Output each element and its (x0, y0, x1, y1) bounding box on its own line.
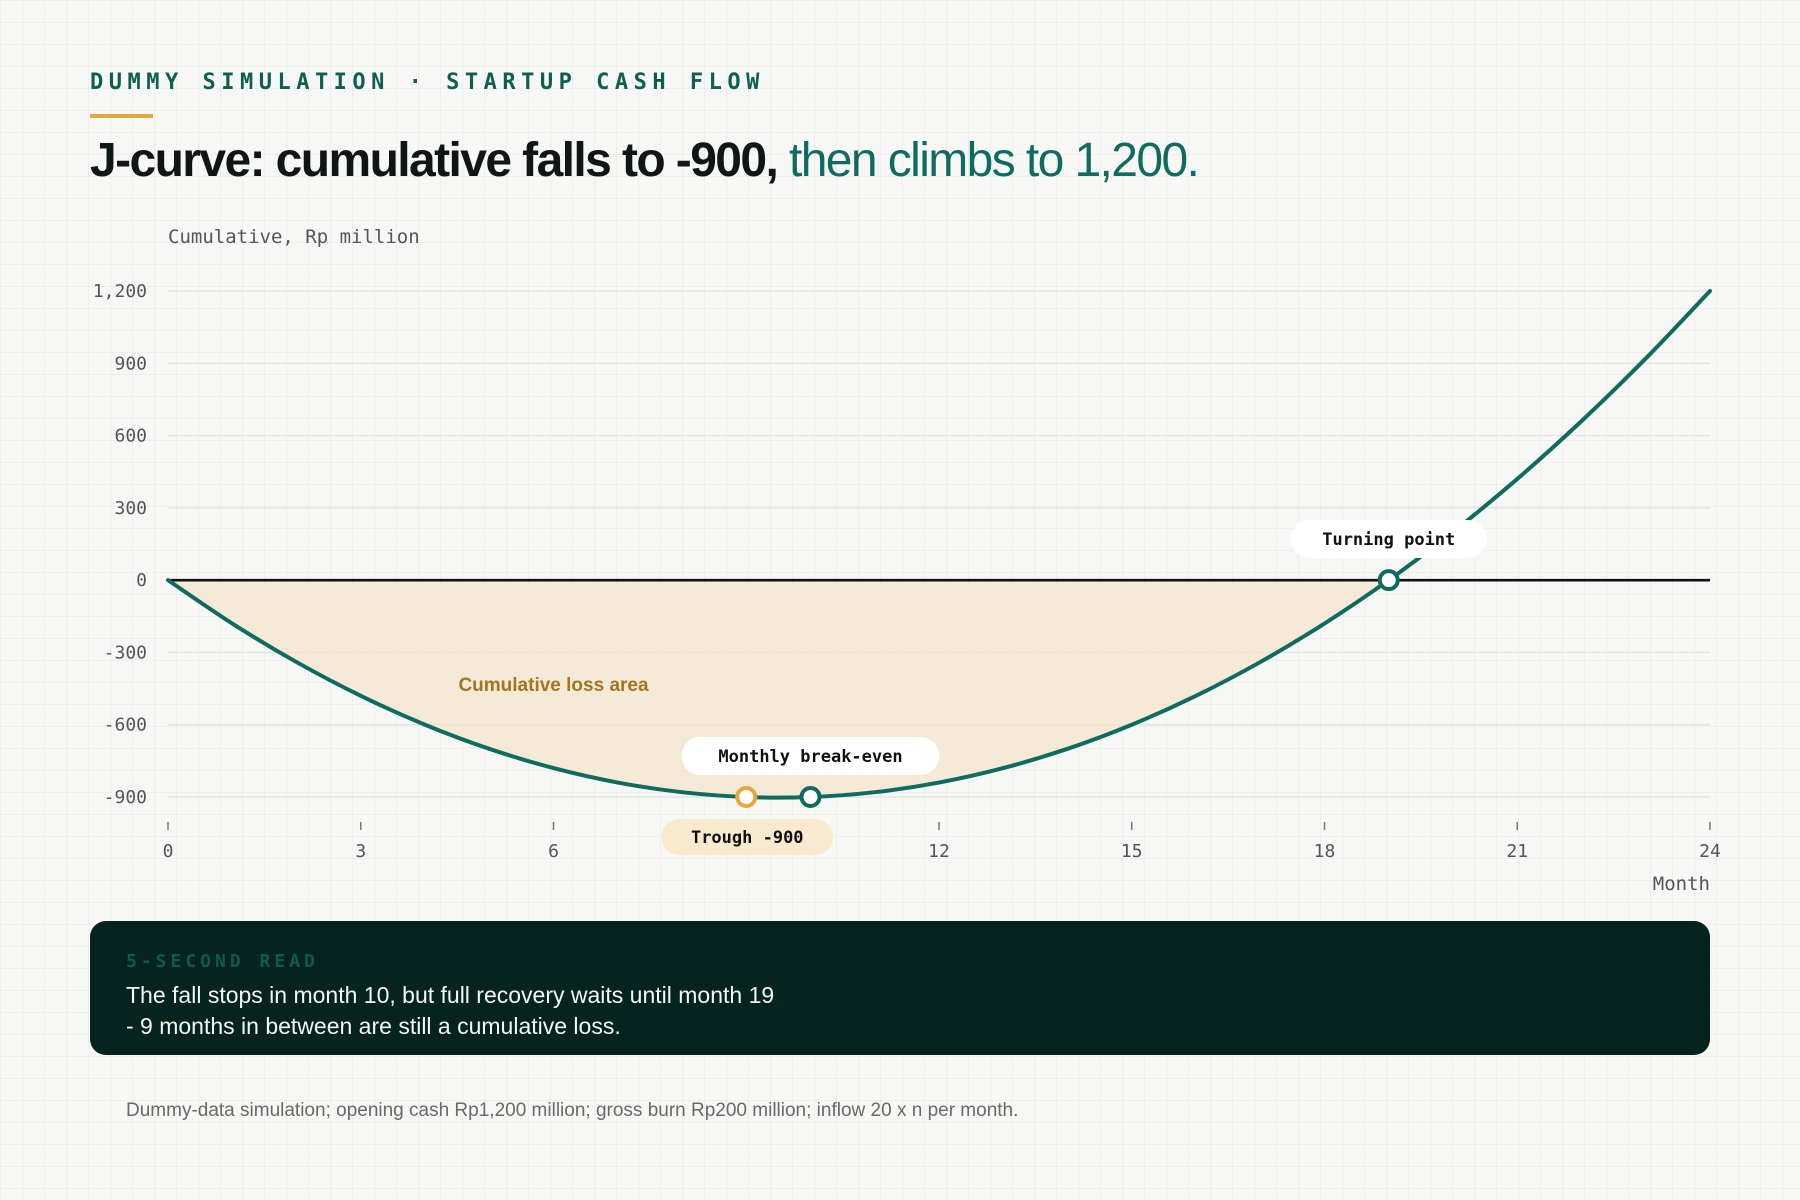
y-tick-label: 900 (114, 353, 147, 374)
turning-point-marker (1377, 569, 1400, 592)
callout-kicker: 5-SECOND READ (126, 951, 319, 972)
eyebrow-rule (90, 114, 153, 118)
break-even-label-text: Monthly break-even (718, 747, 902, 767)
turning-point-label-text: Turning point (1322, 530, 1455, 550)
x-tick-label: 0 (163, 841, 174, 862)
break-even-label-bg (681, 737, 940, 775)
trough-label-bg (661, 819, 834, 855)
j-curve-chart: 1,200 900 600 300 0 -300 -600 -900 0 3 6 12 15 18 21 24… (93, 226, 1721, 895)
x-axis-label: Month (1653, 873, 1710, 895)
eyebrow: DUMMY SIMULATION · STARTUP CASH FLOW (90, 70, 765, 95)
y-tick-label: 300 (114, 498, 147, 519)
trough-label-text: Trough -900 (691, 828, 804, 848)
headline-accent: then climbs to 1,200. (788, 134, 1200, 187)
y-tick-label: -900 (104, 787, 147, 808)
headline-strong: J-curve: cumulative falls to -900, (90, 134, 779, 187)
five-second-read-callout: 5-SECOND READ The fall stops in month 10… (90, 921, 1710, 1055)
x-tick-label: 3 (355, 841, 366, 862)
x-tick-label: 12 (928, 841, 950, 862)
turning-point-label-bg (1290, 520, 1487, 558)
y-tick-label: 1,200 (93, 281, 147, 302)
y-tick-label: 0 (136, 570, 147, 591)
x-tick-label: 6 (548, 841, 559, 862)
break-even-marker (799, 786, 822, 808)
callout-text: The fall stops in month 10, but full rec… (126, 982, 775, 1039)
x-tick-label: 21 (1506, 841, 1528, 862)
y-axis-label: Cumulative, Rp million (168, 226, 420, 248)
x-tick-label: 18 (1314, 841, 1336, 862)
headline: J-curve: cumulative falls to -900, then … (90, 130, 1200, 192)
x-tick-label: 15 (1121, 841, 1143, 862)
loss-area-label: Cumulative loss area (458, 675, 649, 696)
y-tick-label: -600 (104, 715, 147, 736)
y-tick-label: 600 (114, 426, 147, 447)
footnote: Dummy-data simulation; opening cash Rp1,… (126, 1100, 1019, 1121)
trough-marker (735, 786, 758, 808)
x-tick-label: 24 (1699, 841, 1721, 862)
y-tick-label: -300 (104, 642, 147, 663)
